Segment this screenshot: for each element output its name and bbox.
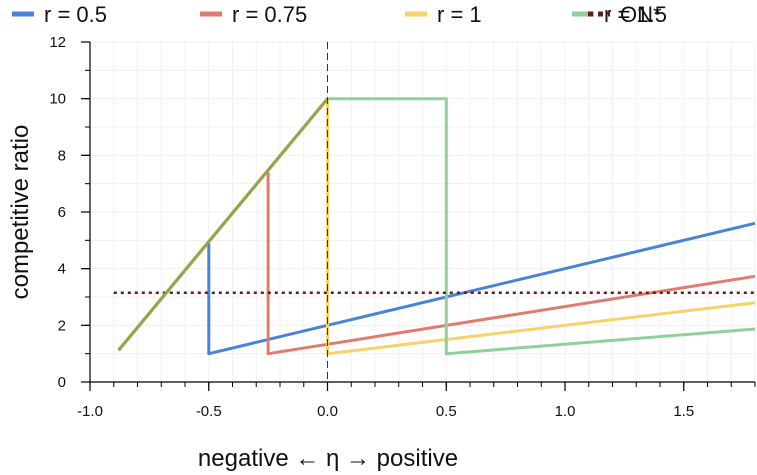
x-tick-label: -0.5 xyxy=(196,403,222,420)
legend-label-3: r = 1 xyxy=(437,2,482,27)
y-axis-title: competitive ratio xyxy=(7,125,34,300)
legend-label-2: r = 0.75 xyxy=(232,2,307,27)
legend-label-5: ON* xyxy=(620,2,662,27)
y-tick-label: 0 xyxy=(58,374,66,391)
axes: -1.0 -0.5 0.0 0.5 1.0 1.5 0 2 4 6 8 10 12 xyxy=(49,34,756,420)
y-tick-label: 6 xyxy=(58,204,66,221)
shared-segment-line xyxy=(117,97,329,352)
x-tick-label: 0.0 xyxy=(317,403,338,420)
legend-label-1: r = 0.5 xyxy=(44,2,107,27)
y-tick-label: 8 xyxy=(58,147,66,164)
legend: r = 0.5 r = 0.75 r = 1 r = 1.5ON* xyxy=(12,2,667,27)
grid xyxy=(89,41,756,383)
y-tick-label: 12 xyxy=(49,34,66,51)
x-axis-title: negative ← η → positive xyxy=(198,445,458,472)
y-tick-label: 2 xyxy=(58,317,66,334)
x-tick-label: 1.0 xyxy=(555,403,576,420)
x-tick-label: 0.5 xyxy=(436,403,457,420)
y-tick-label: 10 xyxy=(49,91,66,108)
x-tick-label: 1.5 xyxy=(673,403,694,420)
legend-label-4: r = 1.5 xyxy=(604,2,667,27)
y-tick-label: 4 xyxy=(58,261,66,278)
series-line-2 xyxy=(266,172,756,356)
plot-lines xyxy=(113,97,756,356)
x-tick-label: -1.0 xyxy=(77,403,103,420)
